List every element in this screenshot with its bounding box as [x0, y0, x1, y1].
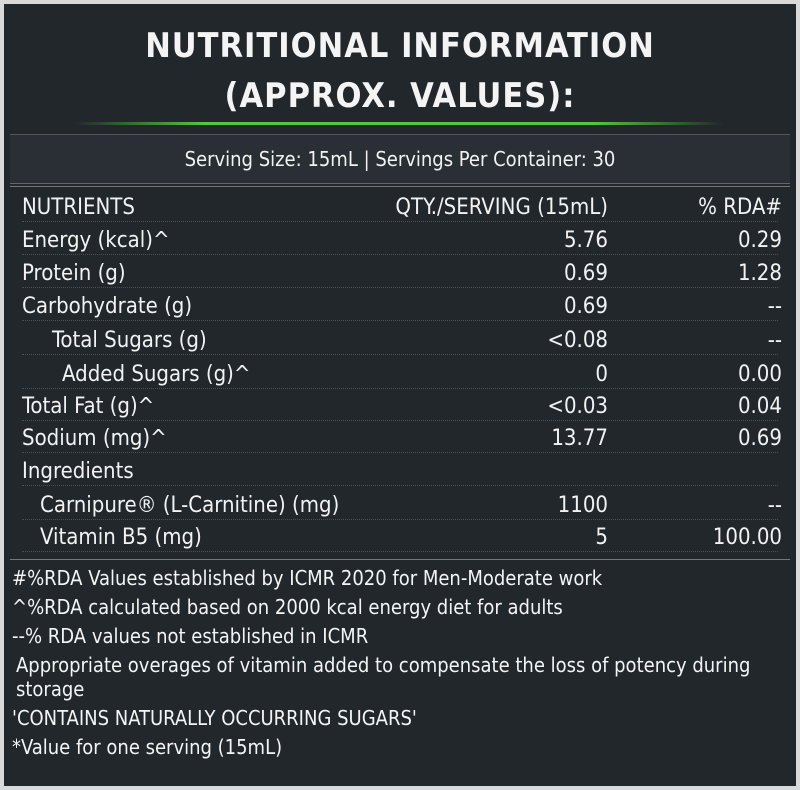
footnote: --% RDA values not established in ICMR — [12, 624, 369, 648]
table-row: Protein (g) 0.69 1.28 — [10, 257, 790, 290]
quantity: 0.69 — [563, 294, 608, 319]
rda: 0.00 — [737, 362, 782, 387]
footnote: 'CONTAINS NATURALLY OCCURRING SUGARS' — [12, 706, 417, 730]
nutrition-table: NUTRIENTS QTY./SERVING (15mL) % RDA# Ene… — [10, 186, 790, 560]
rda: 0.04 — [737, 394, 782, 419]
serving-info: Serving Size: 15mL | Servings Per Contai… — [184, 147, 616, 171]
footnote: Appropriate overages of vitamin added to… — [16, 653, 751, 701]
table-row: Carnipure® (L-Carnitine) (mg) 1100 -- — [10, 489, 790, 522]
quantity: <0.08 — [547, 328, 608, 353]
quantity: 13.77 — [551, 426, 608, 451]
table-row: Vitamin B5 (mg) 5 100.00 — [10, 521, 790, 554]
quantity: 5.76 — [563, 228, 608, 253]
title: (APPROX. VALUES): — [224, 76, 576, 116]
footnote: ^%RDA calculated based on 2000 kcal ener… — [12, 595, 563, 619]
quantity: <0.03 — [547, 394, 608, 419]
divider — [74, 122, 724, 125]
nutrient-name: Added Sugars (g)^ — [62, 362, 251, 387]
table-row: Total Sugars (g) <0.08 -- — [10, 324, 790, 357]
quantity: 1100 — [557, 493, 608, 518]
column-header: % RDA# — [698, 195, 782, 220]
table-row: Sodium (mg)^ 13.77 0.69 — [10, 422, 790, 455]
table-row: Carbohydrate (g) 0.69 -- — [10, 290, 790, 323]
column-header: NUTRIENTS — [22, 195, 135, 220]
nutrient-name: Carbohydrate (g) — [22, 294, 193, 319]
nutrient-name: Sodium (mg)^ — [22, 426, 167, 451]
rda: 100.00 — [712, 525, 782, 550]
serving-box: Serving Size: 15mL | Servings Per Contai… — [10, 134, 790, 184]
table-row: Energy (kcal)^ 5.76 0.29 — [10, 224, 790, 257]
nutrient-name: Carnipure® (L-Carnitine) (mg) — [40, 493, 340, 518]
footnote: *Value for one serving (15mL) — [12, 735, 283, 759]
nutrient-name: Total Fat (g)^ — [22, 394, 155, 419]
nutrition-label: NUTRITIONAL INFORMATION (APPROX. VALUES)… — [4, 4, 796, 786]
quantity: 5 — [595, 525, 608, 550]
nutrient-name: Energy (kcal)^ — [22, 228, 170, 253]
title: NUTRITIONAL INFORMATION — [145, 26, 655, 66]
rda: 1.28 — [737, 261, 782, 286]
rda: -- — [767, 493, 782, 518]
rda: -- — [767, 328, 782, 353]
nutrient-name: Ingredients — [22, 459, 134, 484]
rda: -- — [767, 294, 782, 319]
quantity: 0.69 — [563, 261, 608, 286]
quantity: 0 — [595, 362, 608, 387]
rda: 0.69 — [737, 426, 782, 451]
nutrient-name: Vitamin B5 (mg) — [40, 525, 202, 550]
rda: 0.29 — [737, 228, 782, 253]
table-row: Added Sugars (g)^ 0 0.00 — [10, 358, 790, 391]
footnote: #%RDA Values established by ICMR 2020 fo… — [12, 566, 603, 590]
nutrient-name: Protein (g) — [22, 261, 126, 286]
nutrient-name: Total Sugars (g) — [52, 328, 207, 353]
table-header: NUTRIENTS QTY./SERVING (15mL) % RDA# — [10, 191, 790, 224]
table-row: Ingredients — [10, 455, 790, 488]
column-header: QTY./SERVING (15mL) — [395, 195, 608, 220]
table-row: Total Fat (g)^ <0.03 0.04 — [10, 390, 790, 423]
